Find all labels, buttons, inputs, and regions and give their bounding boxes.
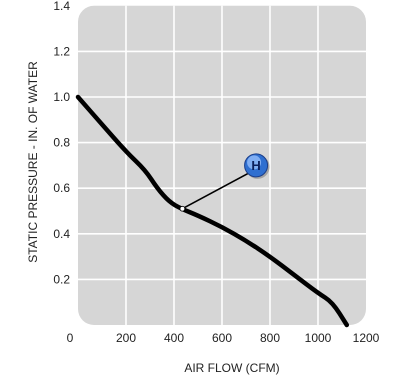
x-tick-label: 800 bbox=[260, 331, 280, 345]
y-tick-label: 1.4 bbox=[53, 0, 70, 13]
y-axis-title: STATIC PRESSURE - IN. OF WATER bbox=[26, 61, 40, 263]
series-line bbox=[75, 94, 350, 328]
y-tick-label: 0.8 bbox=[53, 136, 70, 150]
callout-point bbox=[179, 205, 186, 212]
y-tick-label: 1.2 bbox=[53, 44, 70, 58]
y-tick-label: 0.6 bbox=[53, 181, 70, 195]
y-tick-label: 1.0 bbox=[53, 90, 70, 104]
callout-highlight bbox=[247, 155, 262, 170]
x-tick-label: 600 bbox=[212, 331, 232, 345]
x-tick-label: 200 bbox=[116, 331, 136, 345]
x-tick-label: 1000 bbox=[305, 331, 332, 345]
callout-leader bbox=[182, 172, 249, 210]
x-tick-label: 0 bbox=[67, 331, 74, 345]
y-tick-label: 0.2 bbox=[53, 272, 70, 286]
x-tick-label: 1200 bbox=[353, 331, 380, 345]
callout-label: H bbox=[251, 158, 260, 173]
x-axis-title: AIR FLOW (CFM) bbox=[184, 361, 279, 375]
y-tick-label: 0.4 bbox=[53, 227, 70, 241]
x-tick-label: 400 bbox=[164, 331, 184, 345]
